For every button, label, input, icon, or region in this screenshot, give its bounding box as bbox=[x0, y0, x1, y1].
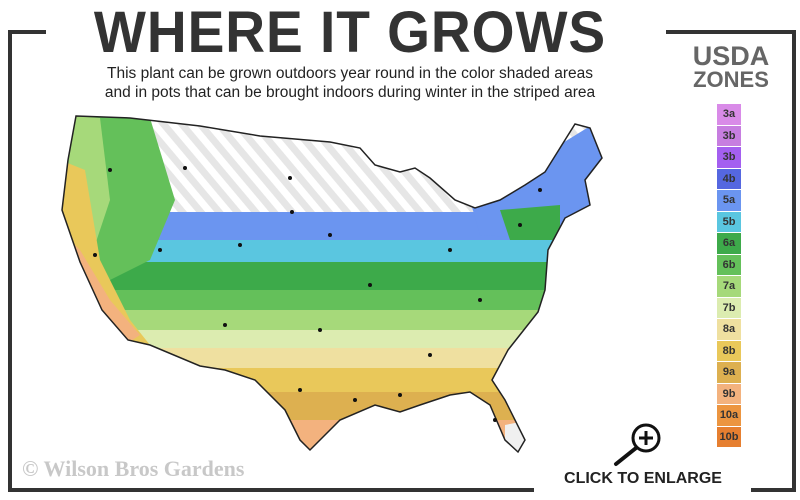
copyright-watermark: © Wilson Bros Gardens bbox=[22, 456, 245, 481]
subtitle-line-1: This plant can be grown outdoors year ro… bbox=[107, 65, 593, 82]
zone-9a-band bbox=[62, 392, 602, 422]
legend-zone-7b: 7b bbox=[717, 297, 741, 318]
legend-zone-3a: 3a bbox=[717, 104, 741, 125]
legend-zone-3b: 3b bbox=[717, 125, 741, 146]
frame-left bbox=[8, 30, 12, 492]
zone-8b-band bbox=[62, 368, 602, 394]
legend-title-line-2: ZONES bbox=[693, 67, 769, 92]
legend-zone-5a: 5a bbox=[717, 190, 741, 211]
legend-zone-6b: 6b bbox=[717, 254, 741, 275]
legend-zone-8b: 8b bbox=[717, 340, 741, 361]
city-dots bbox=[93, 166, 542, 422]
legend-zone-6a: 6a bbox=[717, 233, 741, 254]
legend-zone-5b: 5b bbox=[717, 211, 741, 232]
zone-6b-band bbox=[62, 290, 602, 312]
zone-9b-band bbox=[62, 420, 602, 452]
zone-bands bbox=[62, 116, 602, 452]
frame-top-right bbox=[666, 30, 796, 34]
frame-bottom-right bbox=[751, 488, 796, 492]
zone-8a-band bbox=[62, 348, 602, 370]
zone-7a-band bbox=[62, 310, 602, 332]
legend-zone-4b: 4b bbox=[717, 168, 741, 189]
subtitle-line-2: and in pots that can be brought indoors … bbox=[104, 84, 596, 101]
legend-zone-3b: 3b bbox=[717, 147, 741, 168]
frame-bottom-left bbox=[8, 488, 534, 492]
legend-zone-8a: 8a bbox=[717, 319, 741, 340]
usda-zone-map[interactable] bbox=[40, 100, 620, 470]
usda-zone-legend: 3a 3b 3b 4b 5a 5b 6a 6b 7a 7b 8a 8b 9a 9b 10a 10b bbox=[717, 104, 741, 448]
zoom-in-magnifier-icon[interactable] bbox=[610, 420, 666, 468]
legend-zone-9a: 9a bbox=[717, 362, 741, 383]
zone-6a-band bbox=[62, 262, 602, 292]
subtitle: This plant can be grown outdoors year ro… bbox=[50, 64, 650, 102]
legend-title-line-1: USDA bbox=[692, 41, 770, 71]
frame-top-left bbox=[8, 30, 46, 34]
click-to-enlarge-button[interactable]: CLICK TO ENLARGE bbox=[564, 470, 722, 487]
legend-zone-9b: 9b bbox=[717, 383, 741, 404]
page-title: WHERE IT GROWS bbox=[93, 0, 607, 65]
legend-zone-7a: 7a bbox=[717, 276, 741, 297]
frame-right bbox=[792, 30, 796, 492]
zone-7b-band bbox=[62, 330, 602, 350]
legend-title: USDA ZONES bbox=[676, 41, 786, 92]
legend-zone-10b: 10b bbox=[717, 426, 741, 447]
legend-zone-10a: 10a bbox=[717, 405, 741, 426]
